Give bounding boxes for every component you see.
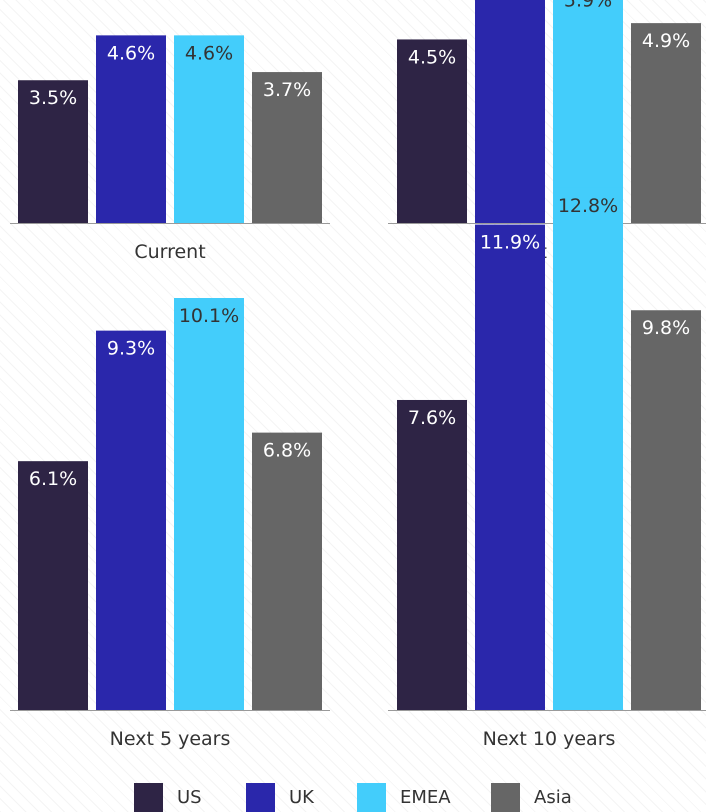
bar-current-us xyxy=(18,80,88,223)
data-label-next-10-years-asia: 9.8% xyxy=(642,317,690,339)
bar-next-year-asia xyxy=(631,23,701,224)
data-label-current-emea: 4.6% xyxy=(185,42,233,64)
legend-swatch-us xyxy=(134,783,163,812)
bar-next-5-years-us xyxy=(18,461,88,710)
bar-current-uk xyxy=(96,35,166,224)
legend-swatch-uk xyxy=(246,783,275,812)
panel-title-next-10-years: Next 10 years xyxy=(483,728,616,750)
legend-item-uk: UK xyxy=(246,783,314,812)
panel-title-current: Current xyxy=(134,241,205,263)
legend-label-asia: Asia xyxy=(534,787,572,808)
legend-label-uk: UK xyxy=(289,787,314,808)
bar-next-5-years-asia xyxy=(252,432,322,710)
bar-next-10-years-asia xyxy=(631,310,701,710)
bar-next-10-years-uk xyxy=(475,224,545,710)
data-label-next-5-years-uk: 9.3% xyxy=(107,338,155,360)
legend-item-asia: Asia xyxy=(491,783,572,812)
legend: US UK EMEA Asia xyxy=(0,783,706,812)
data-label-next-5-years-asia: 6.8% xyxy=(263,440,311,462)
bar-next-10-years-emea xyxy=(553,187,623,710)
legend-item-us: US xyxy=(134,783,202,812)
bar-next-5-years-uk xyxy=(96,330,166,710)
data-label-current-uk: 4.6% xyxy=(107,42,155,64)
data-label-next-year-asia: 4.9% xyxy=(642,30,690,52)
bar-next-year-emea xyxy=(553,0,623,223)
bar-next-10-years-us xyxy=(397,399,467,710)
legend-label-us: US xyxy=(177,787,202,808)
bar-next-year-us xyxy=(397,39,467,224)
panel-title-next-5-years: Next 5 years xyxy=(110,728,231,750)
data-label-current-asia: 3.7% xyxy=(263,79,311,101)
data-label-next-5-years-emea: 10.1% xyxy=(179,305,239,327)
chart-panel-next-10-years: 7.6% 11.9% 12.8% 9.8% Next 10 years xyxy=(388,187,706,750)
data-label-next-year-us: 4.5% xyxy=(408,46,456,68)
chart-panel-next-5-years: 6.1% 9.3% 10.1% 6.8% Next 5 years xyxy=(10,298,330,750)
legend-swatch-emea xyxy=(357,783,386,812)
data-label-next-10-years-emea: 12.8% xyxy=(558,195,618,217)
bar-next-5-years-emea xyxy=(174,298,244,710)
data-label-next-10-years-uk: 11.9% xyxy=(480,232,540,254)
data-label-current-us: 3.5% xyxy=(29,87,77,109)
chart-panel-next-year: 4.5%6.5%5.9%4.9%Next year xyxy=(388,0,706,263)
data-label-next-5-years-us: 6.1% xyxy=(29,468,77,490)
data-label-next-10-years-us: 7.6% xyxy=(408,407,456,429)
legend-label-emea: EMEA xyxy=(400,787,451,808)
bar-next-year-uk xyxy=(475,0,545,224)
chart-panel-current: 3.5% 4.6% 4.6% 3.7% Current xyxy=(10,35,330,263)
legend-swatch-asia xyxy=(491,783,520,812)
bar-current-emea xyxy=(174,35,244,224)
bar-current-asia xyxy=(252,72,322,223)
data-label-next-year-emea: 5.9% xyxy=(564,0,612,11)
legend-item-emea: EMEA xyxy=(357,783,451,812)
